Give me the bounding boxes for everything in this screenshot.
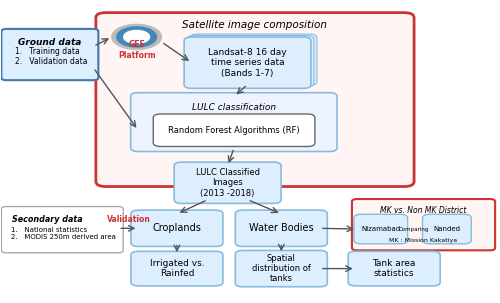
Circle shape: [112, 25, 162, 49]
Text: Random Forest Algorithms (RF): Random Forest Algorithms (RF): [168, 126, 300, 135]
Text: Comparing: Comparing: [399, 227, 430, 231]
FancyBboxPatch shape: [354, 214, 408, 244]
Text: Water Bodies: Water Bodies: [249, 223, 314, 233]
Text: Satellite image composition: Satellite image composition: [182, 20, 328, 30]
FancyBboxPatch shape: [352, 199, 495, 250]
FancyBboxPatch shape: [131, 251, 223, 286]
Text: Secondary data: Secondary data: [12, 215, 83, 224]
Text: Nanded: Nanded: [434, 226, 460, 232]
FancyBboxPatch shape: [154, 114, 315, 146]
Text: Landsat-8 16 day
time series data
(Bands 1-7): Landsat-8 16 day time series data (Bands…: [208, 48, 287, 78]
Text: Validation: Validation: [107, 215, 151, 224]
FancyBboxPatch shape: [2, 29, 98, 80]
Text: Nizamabad: Nizamabad: [361, 226, 401, 232]
Text: Irrigated vs.
Rainfed: Irrigated vs. Rainfed: [150, 259, 204, 278]
FancyBboxPatch shape: [131, 210, 223, 246]
Text: GEE
Platform: GEE Platform: [118, 41, 156, 60]
Text: LULC Classified
Images
(2013 -2018): LULC Classified Images (2013 -2018): [196, 168, 260, 198]
Text: MK vs. Non MK District: MK vs. Non MK District: [380, 206, 466, 215]
FancyBboxPatch shape: [236, 210, 328, 246]
FancyBboxPatch shape: [422, 214, 472, 244]
FancyBboxPatch shape: [236, 251, 328, 287]
Text: Croplands: Croplands: [152, 223, 202, 233]
Text: 1.   Training data
2.   Validation data: 1. Training data 2. Validation data: [16, 47, 88, 66]
FancyBboxPatch shape: [174, 162, 281, 203]
FancyBboxPatch shape: [190, 34, 317, 85]
Text: Ground data: Ground data: [18, 38, 82, 47]
FancyBboxPatch shape: [130, 93, 337, 152]
FancyBboxPatch shape: [348, 251, 440, 286]
Text: 1.   National statistics
2.   MODIS 250m derived area: 1. National statistics 2. MODIS 250m der…: [12, 227, 116, 240]
Circle shape: [116, 27, 156, 47]
Text: Spatial
distribution of
tanks: Spatial distribution of tanks: [252, 254, 311, 284]
FancyBboxPatch shape: [2, 207, 123, 253]
FancyBboxPatch shape: [184, 37, 311, 88]
FancyBboxPatch shape: [187, 35, 314, 87]
Text: LULC classification: LULC classification: [192, 103, 276, 112]
Text: Tank area
statistics: Tank area statistics: [372, 259, 416, 278]
Text: MK : Mission Kakatiya: MK : Mission Kakatiya: [390, 238, 458, 243]
FancyBboxPatch shape: [96, 13, 414, 187]
Circle shape: [124, 30, 150, 43]
